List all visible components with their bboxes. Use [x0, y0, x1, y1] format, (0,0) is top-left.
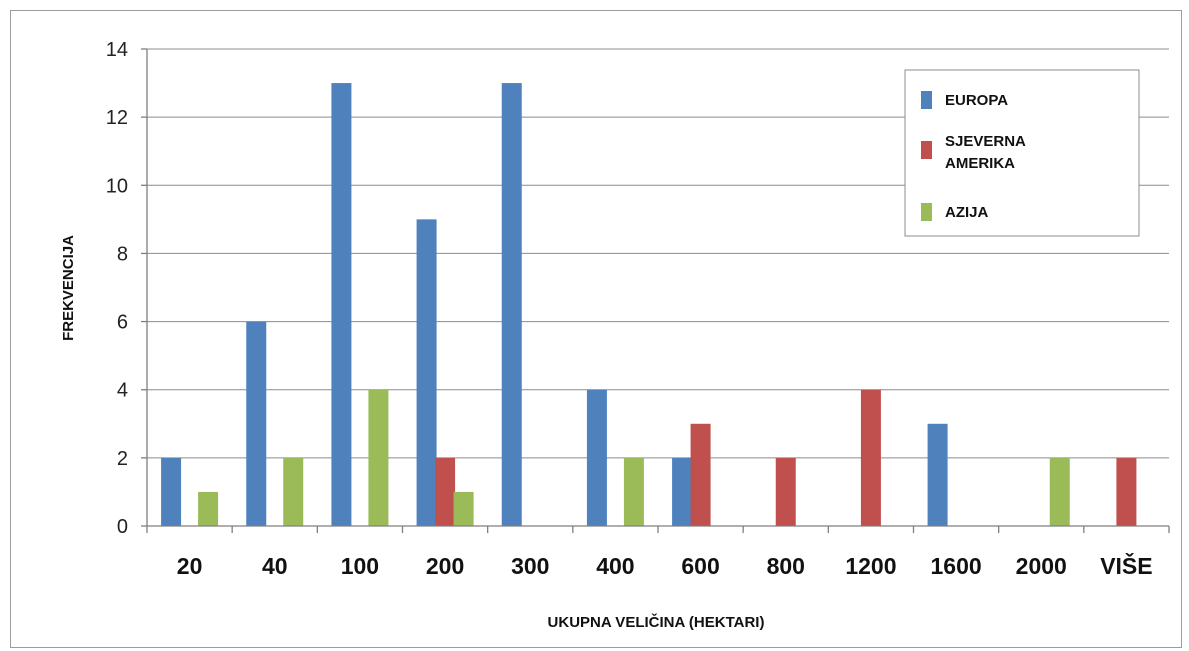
bar-europa-400: [586, 389, 607, 526]
legend-label: SJEVERNA AMERIKA: [945, 133, 1026, 172]
bars: [161, 83, 1137, 527]
x-tick-label: 40: [262, 553, 288, 579]
bar-sjeverna-amerika-200: [435, 457, 456, 526]
bar-sjeverna-amerika-1200: [860, 389, 881, 526]
bar-azija-100: [368, 389, 389, 526]
y-tick-label: 6: [117, 312, 128, 334]
x-tick-label: 600: [681, 553, 719, 579]
axes: [141, 48, 1170, 533]
x-tick-label: 800: [767, 553, 805, 579]
y-axis-label: FREKVENCIJA: [60, 235, 77, 341]
x-tick-label: 2000: [1016, 553, 1067, 579]
bar-europa-300: [501, 83, 522, 527]
x-tick-label: 1200: [845, 553, 896, 579]
bar-europa-100: [331, 83, 352, 527]
legend-swatch-azija: [921, 203, 932, 221]
y-tick-label: 12: [106, 107, 128, 129]
bar-sjeverna-amerika-800: [775, 457, 796, 526]
bar-azija-40: [283, 457, 304, 526]
bar-europa-600: [672, 457, 693, 526]
x-tick-labels: 20 40 100 200 300 400 600 800 1200 1600 2000 VIŠE: [177, 552, 1153, 579]
bar-azija-200: [453, 491, 474, 526]
x-tick-label: 20: [177, 553, 203, 579]
legend-label: AZIJA: [945, 204, 989, 221]
bar-azija-400: [623, 457, 644, 526]
x-tick-label: 100: [341, 553, 379, 579]
y-tick-label: 2: [117, 448, 128, 470]
y-tick-label: 14: [106, 39, 128, 61]
legend-box: [904, 69, 1140, 237]
x-tick-label: 1600: [930, 553, 981, 579]
bar-europa-40: [246, 321, 267, 526]
y-tick-label: 10: [106, 175, 128, 197]
x-tick-label: 200: [426, 553, 464, 579]
bar-sjeverna-amerika-više: [1116, 457, 1137, 526]
legend-swatch-europa: [921, 91, 932, 109]
bar-sjeverna-amerika-600: [690, 423, 711, 526]
y-tick-label: 8: [117, 243, 128, 265]
y-tick-labels: 0 2 4 6 8 10 12 14: [106, 39, 128, 538]
x-axis-label: UKUPNA VELIČINA (HEKTARI): [548, 613, 765, 631]
bar-azija-2000: [1049, 457, 1070, 526]
x-tick-label: 300: [511, 553, 549, 579]
x-tick-label: 400: [596, 553, 634, 579]
legend-swatch-sjeverna-amerika: [921, 141, 932, 159]
bar-europa-1600: [927, 423, 948, 526]
bar-europa-200: [416, 219, 437, 526]
x-tick-label: VIŠE: [1100, 552, 1152, 579]
legend-label: EUROPA: [945, 92, 1008, 109]
bar-europa-20: [161, 457, 182, 526]
y-tick-label: 4: [117, 380, 128, 402]
legend: EUROPA SJEVERNA AMERIKA AZIJA: [904, 69, 1140, 237]
bar-azija-20: [198, 491, 219, 526]
y-tick-label: 0: [117, 516, 128, 538]
